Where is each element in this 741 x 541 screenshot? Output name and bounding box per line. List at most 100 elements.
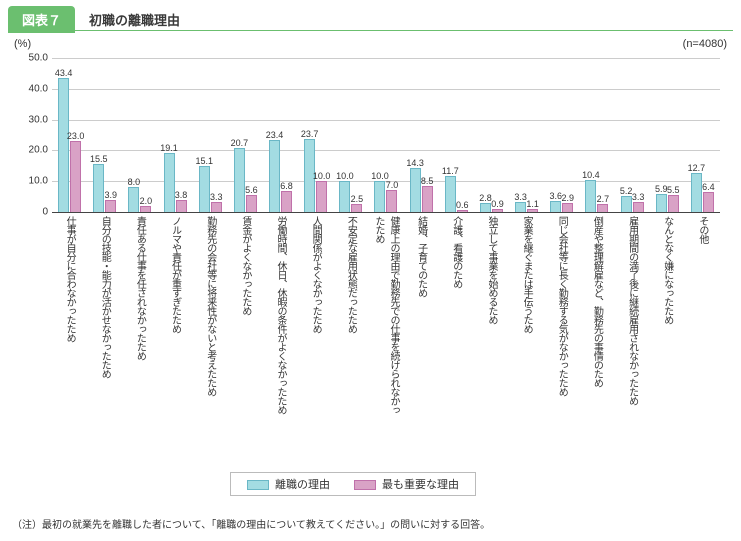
bar-value-label: 6.4 — [702, 182, 715, 192]
x-labels: 仕事が自分に合わなかったため自分の技能・能力が活かせなかったため責任ある仕事を任… — [52, 212, 720, 422]
bar-series-a: 12.7 — [691, 173, 702, 212]
bar-value-label: 10.4 — [582, 170, 600, 180]
y-tick-label: 0 — [42, 207, 52, 218]
bar-value-label: 14.3 — [406, 158, 424, 168]
bar-series-a: 15.5 — [93, 164, 104, 212]
figure-badge: 図表７ — [8, 6, 75, 33]
y-tick-label: 20.0 — [29, 145, 52, 156]
x-category-label: 雇用期間の満了後に継続雇用されなかったため — [615, 212, 650, 422]
x-category-label: 自分の技能・能力が活かせなかったため — [87, 212, 122, 422]
bar-series-b: 5.5 — [668, 195, 679, 212]
bar-value-label: 43.4 — [55, 68, 73, 78]
bar-value-label: 5.5 — [667, 185, 680, 195]
bar-series-b: 2.9 — [562, 203, 573, 212]
bar-series-b: 2.7 — [597, 204, 608, 212]
x-category-label: 同じ会社等に長く勤務する気がなかったため — [544, 212, 579, 422]
bar-series-a: 3.6 — [550, 201, 561, 212]
legend-swatch — [354, 480, 376, 490]
bar-series-a: 10.0 — [339, 181, 350, 212]
bar-value-label: 1.1 — [526, 199, 539, 209]
category-group: 23.710.0 — [298, 58, 333, 212]
bar-value-label: 8.5 — [421, 176, 434, 186]
x-category-label: 不安定な雇用状態だったため — [333, 212, 368, 422]
bar-value-label: 0.9 — [491, 199, 504, 209]
x-category-label: 倒産や整理解雇など、勤務先の事情のため — [579, 212, 614, 422]
category-group: 5.23.3 — [615, 58, 650, 212]
y-tick-label: 40.0 — [29, 83, 52, 94]
bar-series-a: 20.7 — [234, 148, 245, 212]
plot-region: 010.020.030.040.050.043.423.015.53.98.02… — [52, 58, 720, 212]
bar-series-a: 23.4 — [269, 140, 280, 212]
x-category-label: 仕事が自分に合わなかったため — [52, 212, 87, 422]
category-group: 3.31.1 — [509, 58, 544, 212]
header-rule — [8, 30, 733, 31]
bar-series-b: 3.8 — [176, 200, 187, 212]
category-group: 8.02.0 — [122, 58, 157, 212]
category-group: 3.62.9 — [544, 58, 579, 212]
bar-series-a: 10.4 — [585, 180, 596, 212]
bar-value-label: 10.0 — [313, 171, 331, 181]
bar-value-label: 5.6 — [245, 185, 258, 195]
legend-label: 最も重要な理由 — [382, 479, 459, 491]
bar-value-label: 5.9 — [655, 184, 668, 194]
category-group: 5.95.5 — [650, 58, 685, 212]
x-category-label: 責任ある仕事を任されなかったため — [122, 212, 157, 422]
sample-size: (n=4080) — [683, 38, 727, 50]
legend-item: 最も重要な理由 — [354, 476, 459, 492]
figure-title: 初職の離職理由 — [89, 10, 180, 29]
category-group: 10.02.5 — [333, 58, 368, 212]
x-category-label: その他 — [685, 212, 720, 422]
footnote: （注）最初の就業先を離職した者について、「離職の理由について教えてください。」の… — [12, 516, 490, 531]
legend-swatch — [247, 480, 269, 490]
x-category-label: 独立して事業を始めるため — [474, 212, 509, 422]
bar-series-b: 2.5 — [351, 204, 362, 212]
bar-value-label: 2.5 — [351, 194, 364, 204]
bar-value-label: 11.7 — [442, 166, 459, 176]
category-group: 43.4 23.0 — [52, 58, 87, 212]
category-group: 15.53.9 — [87, 58, 122, 212]
legend-label: 離職の理由 — [275, 479, 330, 491]
x-category-label: 介護、看護のため — [439, 212, 474, 422]
bar-series-a: 8.0 — [128, 187, 139, 212]
bar-value-label: 2.7 — [597, 194, 610, 204]
legend: 離職の理由 最も重要な理由 — [230, 472, 476, 496]
y-tick-label: 50.0 — [29, 53, 52, 64]
category-group: 15.13.3 — [193, 58, 228, 212]
bar-series-b: 3.9 — [105, 200, 116, 212]
x-category-label: 賃金がよくなかったため — [228, 212, 263, 422]
bar-series-b: 5.6 — [246, 195, 257, 212]
bar-series-a: 11.7 — [445, 176, 456, 212]
bar-value-label: 3.3 — [514, 192, 527, 202]
bar-series-a: 3.3 — [515, 202, 526, 212]
bar-series-a: 2.8 — [480, 203, 491, 212]
bar-series-a: 14.3 — [410, 168, 421, 212]
bar-value-label: 2.0 — [140, 196, 153, 206]
bar-value-label: 3.6 — [550, 191, 563, 201]
bar-value-label: 15.1 — [195, 156, 213, 166]
bar-series-b: 3.3 — [633, 202, 644, 212]
bar-value-label: 3.3 — [210, 192, 223, 202]
bar-series-a: 15.1 — [199, 166, 210, 213]
x-category-label: 健康上の理由で勤務先での仕事を続けられなかったため — [368, 212, 403, 422]
bar-value-label: 2.9 — [562, 193, 575, 203]
bar-series-b: 7.0 — [386, 190, 397, 212]
y-tick-label: 30.0 — [29, 114, 52, 125]
bar-value-label: 10.0 — [336, 171, 354, 181]
bar-value-label: 7.0 — [386, 180, 399, 190]
category-group: 19.1 3.8 — [157, 58, 192, 212]
x-category-label: なんとなく嫌になったため — [650, 212, 685, 422]
bar-value-label: 19.1 — [160, 143, 178, 153]
bar-series-b: 8.5 — [422, 186, 433, 212]
bar-series-b: 10.0 — [316, 181, 327, 212]
bar-value-label: 0.6 — [456, 200, 469, 210]
bar-value-label: 3.3 — [632, 192, 645, 202]
category-group: 11.70.6 — [439, 58, 474, 212]
category-group: 23.46.8 — [263, 58, 298, 212]
bar-series-b: 23.0 — [70, 141, 81, 212]
chart-header: 図表７ 初職の離職理由 — [0, 0, 741, 33]
bar-series-b: 6.8 — [281, 191, 292, 212]
y-axis-unit: (%) — [14, 38, 31, 50]
legend-item: 離職の理由 — [247, 476, 330, 492]
bar-value-label: 3.8 — [175, 190, 188, 200]
bar-value-label: 23.0 — [67, 131, 85, 141]
